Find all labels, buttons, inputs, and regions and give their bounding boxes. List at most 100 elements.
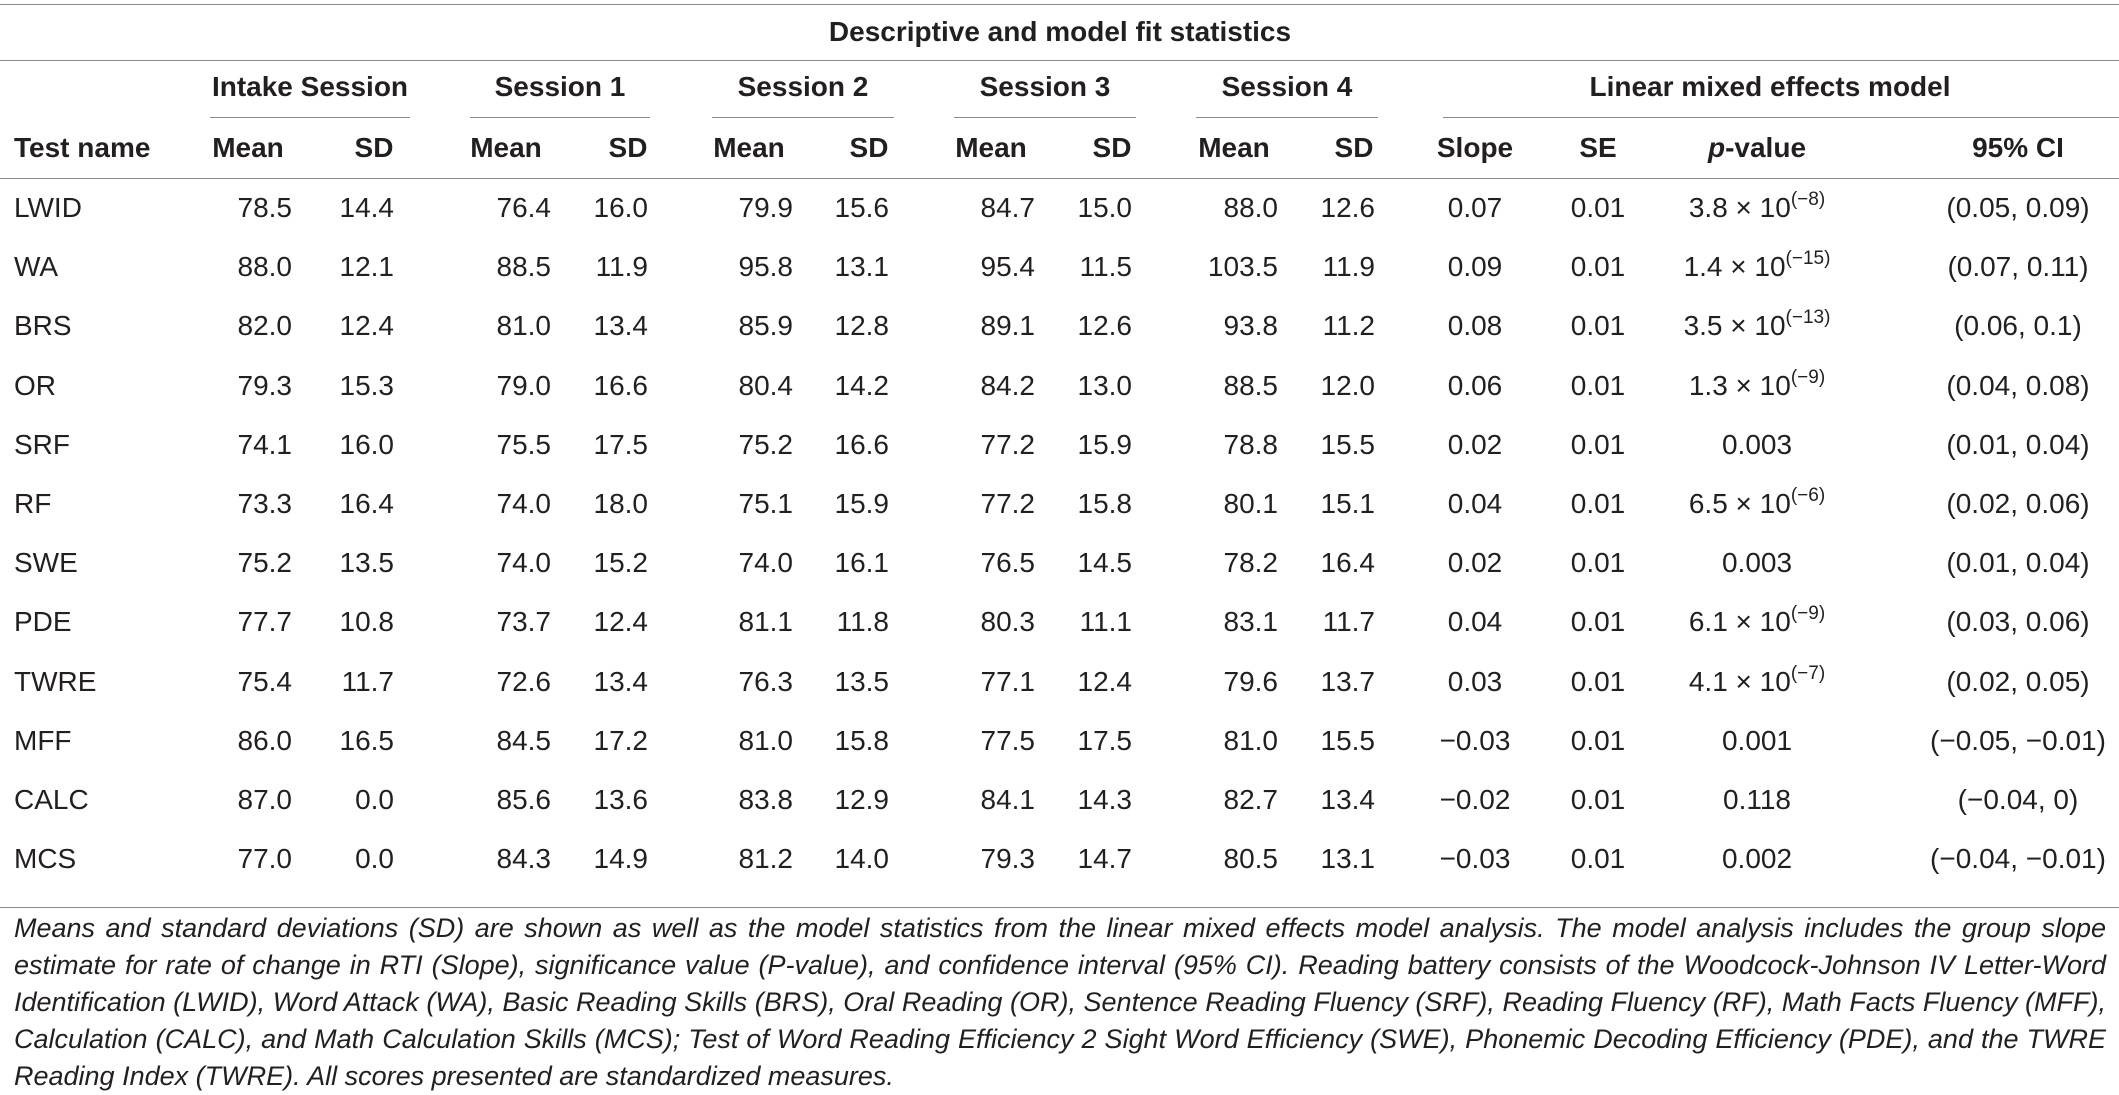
group-rule-session1 xyxy=(470,117,650,118)
cell-mean: 77.1 xyxy=(980,666,1036,697)
row-test-name: LWID xyxy=(14,192,82,223)
cell-mean: 80.4 xyxy=(738,370,794,401)
cell-mean: 75.2 xyxy=(738,429,794,460)
cell-mean: 79.6 xyxy=(1223,666,1279,697)
cell-sd: 13.4 xyxy=(593,310,649,341)
cell-se: 0.01 xyxy=(1570,843,1626,874)
cell-se: 0.01 xyxy=(1570,429,1626,460)
cell-sd: 15.9 xyxy=(834,488,890,519)
table-bottom-rule xyxy=(0,907,2119,908)
cell-slope: 0.04 xyxy=(1447,488,1503,519)
cell-slope: 0.02 xyxy=(1447,547,1503,578)
cell-sd: 12.6 xyxy=(1077,310,1133,341)
row-test-name: WA xyxy=(14,251,59,282)
cell-slope: −0.03 xyxy=(1439,843,1511,874)
cell-sd: 14.9 xyxy=(593,843,649,874)
p-value-base: 0.001 xyxy=(1721,725,1793,756)
cell-sd: 13.7 xyxy=(1320,666,1376,697)
cell-sd: 14.5 xyxy=(1077,547,1133,578)
cell-mean: 79.3 xyxy=(237,370,293,401)
cell-mean: 75.2 xyxy=(237,547,293,578)
p-value-exponent: (−7) xyxy=(1790,663,1826,684)
cell-slope: 0.07 xyxy=(1447,192,1503,223)
cell-mean: 85.9 xyxy=(738,310,794,341)
cell-sd: 16.0 xyxy=(339,429,395,460)
cell-mean: 78.8 xyxy=(1223,429,1279,460)
cell-sd: 15.0 xyxy=(1077,192,1133,223)
cell-p-value: 3.5 × 10(−13) xyxy=(1684,308,1831,344)
cell-mean: 81.2 xyxy=(738,843,794,874)
cell-mean: 88.5 xyxy=(1223,370,1279,401)
cell-p-value: 3.8 × 10(−8) xyxy=(1689,190,1825,226)
cell-slope: 0.04 xyxy=(1447,606,1503,637)
row-test-name: CALC xyxy=(14,784,89,815)
cell-sd: 16.4 xyxy=(1320,547,1376,578)
cell-ci: (−0.04, 0) xyxy=(1957,784,2079,815)
cell-p-value: 4.1 × 10(−7) xyxy=(1689,664,1825,700)
cell-mean: 88.5 xyxy=(496,251,552,282)
cell-sd: 16.5 xyxy=(339,725,395,756)
cell-sd: 17.5 xyxy=(593,429,649,460)
p-value-base: 3.8 × 10 xyxy=(1688,192,1791,223)
cell-slope: −0.02 xyxy=(1439,784,1511,815)
cell-sd: 14.3 xyxy=(1077,784,1133,815)
cell-sd: 13.5 xyxy=(339,547,395,578)
cell-sd: 15.2 xyxy=(593,547,649,578)
cell-mean: 84.5 xyxy=(496,725,552,756)
cell-mean: 88.0 xyxy=(237,251,293,282)
row-test-name: SWE xyxy=(14,547,78,578)
group-header-intake: Intake Session xyxy=(211,71,409,102)
col-header-s2-mean: Mean xyxy=(713,132,785,163)
group-header-session4: Session 4 xyxy=(1221,71,1353,102)
cell-sd: 0.0 xyxy=(355,784,394,815)
cell-ci: (0.06, 0.1) xyxy=(1954,310,2082,341)
cell-ci: (0.04, 0.08) xyxy=(1946,370,2090,401)
col-header-s4-mean: Mean xyxy=(1198,132,1270,163)
cell-sd: 12.6 xyxy=(1320,192,1376,223)
cell-mean: 77.2 xyxy=(980,488,1036,519)
col-header-intake-sd: SD xyxy=(354,132,394,163)
col-header-s3-mean: Mean xyxy=(955,132,1027,163)
cell-mean: 79.9 xyxy=(738,192,794,223)
p-value-exponent: (−9) xyxy=(1790,367,1826,388)
col-header-s2-sd: SD xyxy=(849,132,889,163)
cell-mean: 75.4 xyxy=(237,666,293,697)
cell-mean: 84.1 xyxy=(980,784,1036,815)
col-header-s4-sd: SD xyxy=(1334,132,1374,163)
cell-sd: 15.1 xyxy=(1320,488,1376,519)
cell-sd: 11.9 xyxy=(1322,251,1375,282)
cell-se: 0.01 xyxy=(1570,251,1626,282)
cell-se: 0.01 xyxy=(1570,666,1626,697)
cell-mean: 74.0 xyxy=(496,488,552,519)
cell-se: 0.01 xyxy=(1570,547,1626,578)
cell-mean: 73.7 xyxy=(496,606,552,637)
cell-sd: 11.8 xyxy=(836,606,889,637)
cell-mean: 89.1 xyxy=(980,310,1036,341)
cell-p-value: 0.002 xyxy=(1722,841,1792,877)
cell-mean: 78.2 xyxy=(1223,547,1279,578)
cell-sd: 16.6 xyxy=(834,429,890,460)
col-header-p-value: p-value xyxy=(1708,130,1806,166)
col-header-p-suffix: -value xyxy=(1725,132,1807,163)
cell-mean: 103.5 xyxy=(1207,251,1278,282)
cell-slope: −0.03 xyxy=(1439,725,1511,756)
cell-se: 0.01 xyxy=(1570,725,1626,756)
cell-ci: (0.03, 0.06) xyxy=(1946,606,2090,637)
cell-sd: 10.8 xyxy=(339,606,395,637)
cell-mean: 83.1 xyxy=(1223,606,1279,637)
p-value-base: 6.5 × 10 xyxy=(1688,488,1791,519)
col-header-s1-mean: Mean xyxy=(470,132,542,163)
cell-slope: 0.02 xyxy=(1447,429,1503,460)
cell-se: 0.01 xyxy=(1570,192,1626,223)
p-value-base: 0.003 xyxy=(1721,429,1793,460)
group-rule-lme xyxy=(1443,117,2119,118)
cell-sd: 16.0 xyxy=(593,192,649,223)
cell-sd: 12.8 xyxy=(834,310,890,341)
cell-p-value: 0.003 xyxy=(1722,427,1792,463)
cell-mean: 76.5 xyxy=(980,547,1036,578)
cell-sd: 17.5 xyxy=(1077,725,1133,756)
cell-sd: 11.7 xyxy=(1322,606,1375,637)
p-value-base: 0.118 xyxy=(1723,784,1791,815)
cell-sd: 15.3 xyxy=(339,370,395,401)
cell-mean: 85.6 xyxy=(496,784,552,815)
